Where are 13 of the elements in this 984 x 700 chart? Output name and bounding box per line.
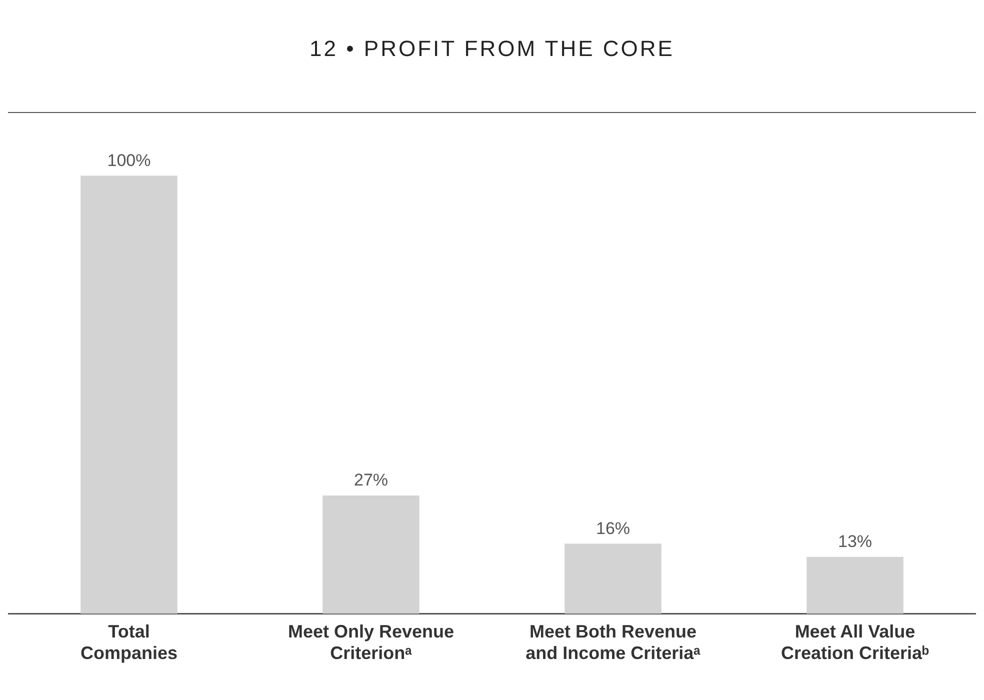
data-label: 13% [838,532,872,552]
x-tick-label: Meet All Value Creation Criteriaᵇ [780,622,930,664]
bar [564,544,662,614]
chart-title: 12 • PROFIT FROM THE CORE [308,35,676,63]
data-label: 27% [354,470,388,490]
data-label: 16% [596,518,630,538]
data-label: 100% [107,150,151,170]
bar [80,176,178,614]
x-tick-label: Total Companies [80,622,178,664]
x-tick-label: Meet Only Revenue Criterionᵃ [288,622,454,664]
bar [322,495,420,614]
x-tick-label: Meet Both Revenue and Income Criteriaᵃ [526,622,701,664]
bar [806,556,904,614]
